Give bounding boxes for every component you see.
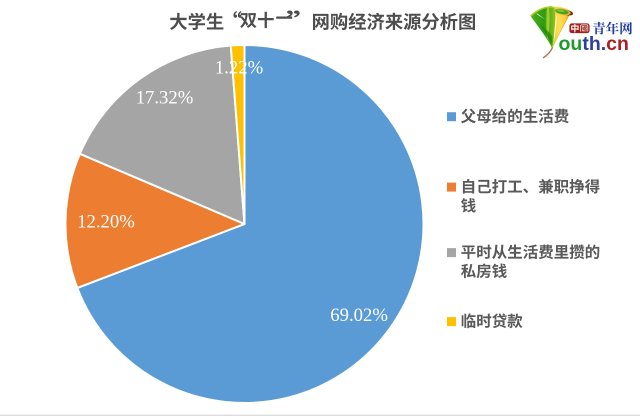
svg-text:69.02%: 69.02% xyxy=(330,305,388,326)
svg-text:17.32%: 17.32% xyxy=(136,88,194,109)
svg-text:outh.cn: outh.cn xyxy=(559,33,629,55)
svg-text:12.20%: 12.20% xyxy=(77,212,135,233)
svg-text:1.22%: 1.22% xyxy=(215,57,263,78)
